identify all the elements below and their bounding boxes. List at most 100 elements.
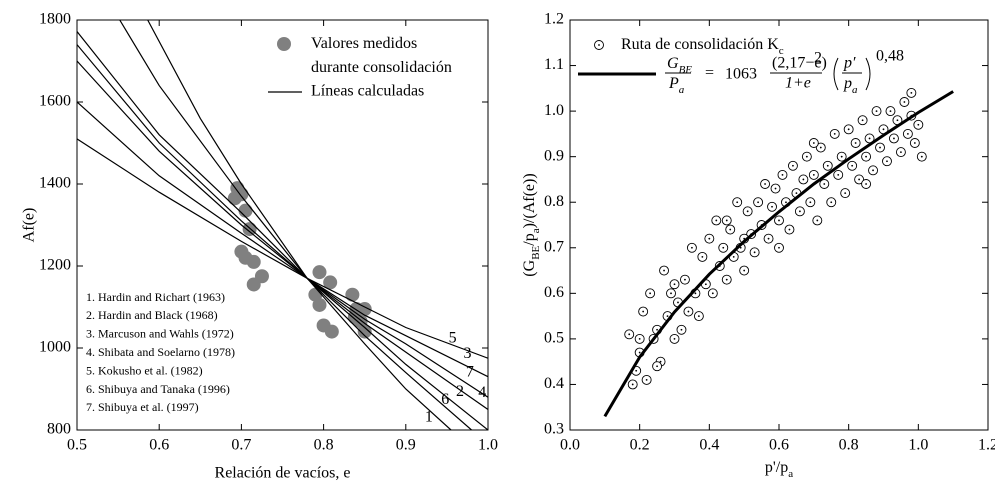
- marker-dot: [656, 365, 658, 368]
- marker-dot: [872, 169, 874, 172]
- y-tick-label: 1200: [39, 257, 71, 274]
- x-tick-label: 0.4: [699, 437, 719, 454]
- marker-dot: [809, 201, 812, 204]
- marker-dot: [677, 301, 679, 304]
- marker-dot: [792, 164, 794, 167]
- marker-dot: [826, 164, 829, 167]
- data-point: [909, 138, 920, 148]
- line-label: 5: [449, 330, 457, 347]
- marker-dot: [785, 201, 787, 204]
- fit-line: [77, 138, 488, 359]
- y-tick-label: 1.0: [544, 102, 564, 119]
- data-point: [739, 265, 750, 276]
- x-tick-label: 0.6: [149, 437, 169, 454]
- marker-dot: [771, 205, 773, 208]
- data-point: [676, 324, 687, 335]
- plot-frame: [76, 19, 489, 431]
- marker-dot: [840, 155, 843, 158]
- marker-dot: [635, 369, 638, 372]
- data-point: [885, 106, 896, 117]
- x-tick-label: 0.2: [630, 437, 650, 454]
- marker-dot: [795, 192, 798, 195]
- marker-dot: [886, 160, 888, 163]
- marker-dot: [833, 132, 836, 135]
- y-tick-label: 0.8: [544, 193, 564, 210]
- data-point: [861, 179, 872, 189]
- marker-dot: [725, 278, 728, 281]
- marker-dot: [865, 183, 867, 185]
- marker-dot: [670, 292, 672, 295]
- data-point: [829, 128, 840, 139]
- marker-dot: [715, 219, 718, 222]
- data-point: [854, 174, 865, 185]
- marker-dot: [903, 101, 906, 103]
- marker-dot: [913, 142, 916, 144]
- marker-dot: [694, 292, 697, 295]
- data-point: [760, 179, 771, 189]
- marker-dot: [645, 378, 648, 381]
- marker-dot: [920, 155, 923, 158]
- y-tick-label: 1000: [39, 339, 71, 356]
- marker-dot: [830, 201, 833, 204]
- y-axis-label-part: /p: [521, 233, 538, 245]
- data-point: [798, 174, 809, 185]
- marker-dot: [865, 155, 867, 158]
- data-point: [822, 160, 833, 171]
- data-point: [808, 138, 819, 148]
- marker-dot: [767, 237, 770, 240]
- data-point: [721, 215, 732, 226]
- marker-dot: [896, 119, 899, 122]
- data-point: [787, 160, 798, 171]
- eq-part: Pa: [668, 75, 685, 96]
- data-point: [815, 142, 826, 153]
- data-point: [732, 197, 743, 208]
- marker-dot: [638, 337, 641, 340]
- y-axis-label-part: a: [530, 228, 542, 233]
- data-point: [686, 242, 697, 253]
- marker-dot: [673, 337, 676, 340]
- data-point: [742, 206, 753, 217]
- data-point: [697, 251, 708, 262]
- line-label: 1: [425, 408, 433, 425]
- legend-label: Ruta de consolidación Kc: [621, 36, 784, 57]
- data-point: [711, 215, 722, 226]
- data-point: [246, 254, 261, 269]
- y-tick-label: 1.2: [544, 11, 564, 28]
- data-point: [895, 147, 906, 158]
- eq-part: (2,17−e): [772, 55, 827, 72]
- y-axis-label-part: (G: [521, 259, 538, 276]
- x-tick-label: 0.7: [231, 437, 251, 454]
- data-point: [868, 165, 878, 176]
- eq-part: 1+e: [785, 75, 811, 92]
- marker-dot: [628, 333, 631, 336]
- eq-paren: [865, 57, 871, 91]
- line-label: 2: [456, 383, 464, 400]
- x-axis-label: p'/pa: [765, 459, 793, 480]
- data-point: [227, 191, 242, 206]
- marker-dot: [917, 123, 920, 126]
- data-point: [725, 224, 736, 235]
- marker-dot: [774, 187, 777, 190]
- data-point: [801, 151, 812, 162]
- y-axis-label-part: )/(Af(e)): [521, 173, 538, 228]
- legend-marker: [594, 40, 604, 50]
- data-point: [774, 242, 784, 253]
- marker-dot: [812, 142, 815, 144]
- marker-dot: [910, 91, 913, 94]
- x-tick-label: 0.6: [769, 437, 789, 454]
- x-tick-label: 0.8: [839, 437, 859, 454]
- data-point: [641, 374, 652, 385]
- marker-dot: [732, 255, 735, 258]
- y-tick-label: 1800: [39, 11, 71, 28]
- marker-dot: [684, 278, 686, 281]
- reference: 4. Shibata and Soelarno (1978): [86, 345, 235, 359]
- marker-dot: [708, 237, 711, 240]
- data-point: [889, 133, 899, 144]
- marker-dot: [764, 183, 766, 185]
- data-point: [324, 324, 339, 339]
- data-point: [312, 297, 327, 312]
- data-point: [634, 333, 645, 344]
- x-axis-label: Relación de vacíos, e: [215, 465, 351, 482]
- marker-dot: [680, 328, 683, 331]
